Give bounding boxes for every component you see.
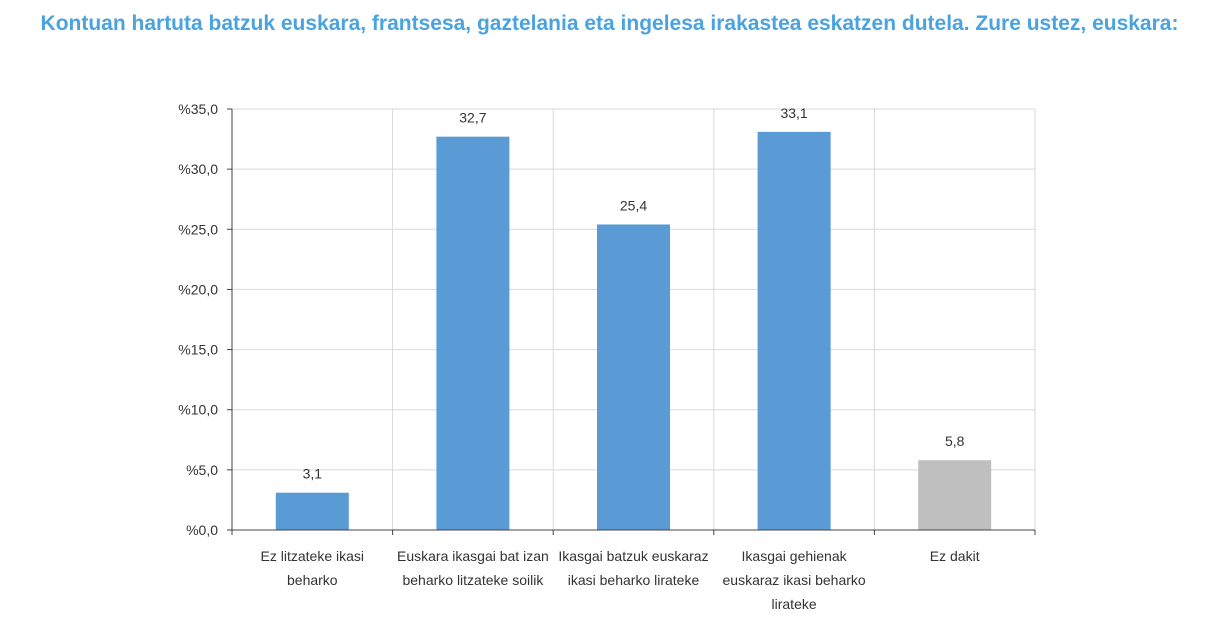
x-category-label: beharko litzateke soilik <box>402 572 544 588</box>
y-tick-label: %0,0 <box>186 522 218 538</box>
bars <box>275 131 992 530</box>
x-category-label: lirateke <box>772 596 817 612</box>
x-category-label: Euskara ikasgai bat izan <box>397 548 549 564</box>
bar <box>436 136 510 530</box>
y-tick-label: %35,0 <box>178 101 218 117</box>
y-tick-label: %15,0 <box>178 342 218 358</box>
x-category-label: beharko <box>287 572 338 588</box>
x-category-label: euskaraz ikasi beharko <box>723 572 866 588</box>
bar <box>757 131 831 530</box>
x-category-label: Ez dakit <box>930 548 980 564</box>
bar <box>597 224 670 530</box>
x-category-label: Ikasgai gehienak <box>742 548 848 564</box>
x-category-label: Ez litzateke ikasi <box>261 548 364 564</box>
y-tick-label: %30,0 <box>178 161 218 177</box>
data-label: 25,4 <box>620 197 647 213</box>
y-tick-labels: %0,0 %5,0 %10,0 %15,0 %20,0 %25,0 %30,0 %35,0 <box>178 101 218 538</box>
data-labels: 3,1 32,7 25,4 33,1 5,8 <box>303 105 965 482</box>
bar <box>275 492 349 530</box>
data-label: 32,7 <box>459 110 486 126</box>
bar <box>918 460 992 530</box>
y-tick-label: %20,0 <box>178 281 218 297</box>
data-label: 5,8 <box>945 433 965 449</box>
y-tick-label: %10,0 <box>178 402 218 418</box>
y-tick-label: %25,0 <box>178 221 218 237</box>
x-category-label: Ikasgai batzuk euskaraz <box>558 548 708 564</box>
data-label: 33,1 <box>780 105 807 121</box>
axes <box>227 108 1036 535</box>
x-category-label: ikasi beharko lirateke <box>568 572 700 588</box>
data-label: 3,1 <box>303 466 323 482</box>
chart-title: Kontuan hartuta batzuk euskara, frantses… <box>40 12 1179 35</box>
y-tick-label: %5,0 <box>186 462 218 478</box>
x-category-labels: Ez litzateke ikasi beharko Euskara ikasgai… <box>261 548 980 612</box>
